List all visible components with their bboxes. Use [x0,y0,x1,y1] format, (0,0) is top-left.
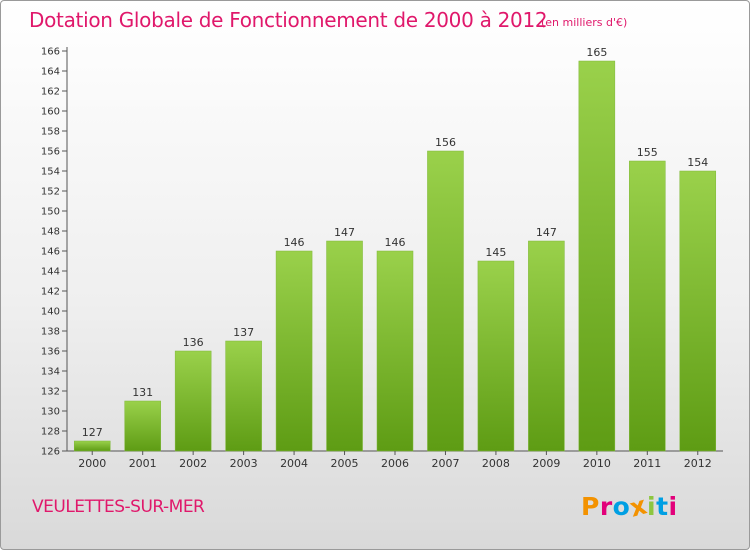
bar-value-label: 137 [233,326,254,339]
bar [73,440,111,452]
x-tick-label: 2002 [179,457,207,470]
bar [679,170,717,452]
bar [124,400,161,452]
location-name: VEULETTES-SUR-MER [32,497,205,517]
bar-value-label: 154 [687,156,708,169]
bar-value-label: 146 [284,236,305,249]
bar-value-label: 156 [435,136,456,149]
y-tick-label: 134 [41,367,60,378]
x-tick-label: 2001 [129,457,157,470]
bar [578,60,616,452]
bar-value-label: 145 [485,246,506,259]
y-tick-label: 128 [41,427,60,438]
x-tick-label: 2012 [684,457,712,470]
y-tick-label: 148 [41,227,60,238]
bar [275,250,313,452]
x-tick-label: 2003 [230,457,258,470]
bar [427,150,464,452]
y-tick-label: 158 [41,127,60,138]
bar-value-label: 136 [183,336,204,349]
x-tick-label: 2007 [431,457,459,470]
y-tick-label: 136 [41,347,60,358]
y-tick-label: 156 [41,147,60,158]
x-tick-label: 2004 [280,457,308,470]
y-tick-label: 154 [41,167,60,178]
x-tick-label: 2009 [532,457,560,470]
bar [528,240,565,452]
proxiti-logo: Proxiti [581,490,678,523]
chart-title: Dotation Globale de Fonctionnement de 20… [29,8,548,32]
y-tick-label: 166 [41,47,60,58]
bar [629,160,666,452]
bar [225,340,262,452]
y-tick-label: 130 [41,407,60,418]
unit-note: (en milliers d'€) [541,16,628,29]
y-tick-label: 138 [41,327,60,338]
y-tick-label: 126 [41,447,60,458]
bar-value-label: 146 [385,236,406,249]
y-tick-label: 152 [41,187,60,198]
x-tick-label: 2005 [331,457,359,470]
bar-value-label: 165 [586,46,607,59]
bar [326,240,363,452]
y-tick-label: 150 [41,207,60,218]
y-tick-label: 164 [41,67,60,78]
y-tick-label: 140 [41,307,60,318]
bar [477,260,515,452]
y-tick-label: 142 [41,287,60,298]
bar [376,250,414,452]
y-tick-label: 132 [41,387,60,398]
x-tick-label: 2000 [78,457,106,470]
y-tick-label: 144 [41,267,60,278]
bar-value-label: 147 [334,226,355,239]
y-tick-label: 160 [41,107,60,118]
bar-value-label: 127 [82,426,103,439]
bar-value-label: 147 [536,226,557,239]
bar [174,350,212,452]
x-tick-label: 2008 [482,457,510,470]
bar-value-label: 155 [637,146,658,159]
y-tick-label: 146 [41,247,60,258]
x-tick-label: 2010 [583,457,611,470]
x-tick-label: 2011 [633,457,661,470]
x-tick-label: 2006 [381,457,409,470]
y-tick-label: 162 [41,87,60,98]
bar-value-label: 131 [132,386,153,399]
